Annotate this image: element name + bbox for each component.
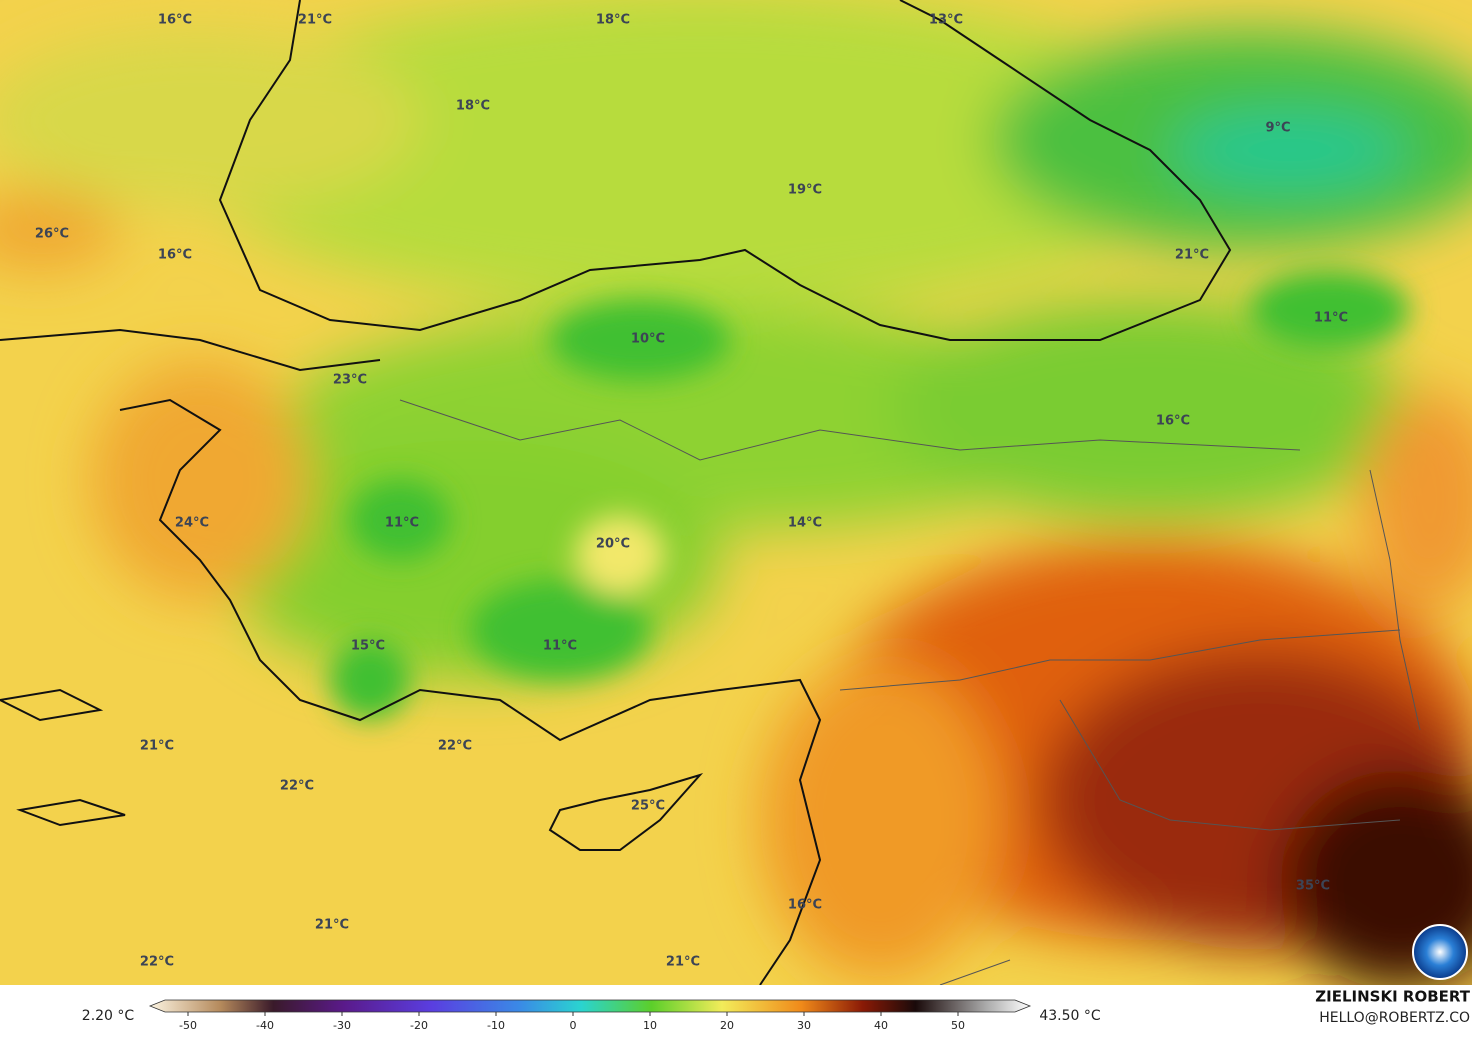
- colorbar-min: 2.20 °C: [82, 1008, 135, 1024]
- temperature-label: 11°C: [385, 516, 419, 531]
- temperature-label: 22°C: [438, 739, 472, 754]
- temperature-label: 21°C: [140, 739, 174, 754]
- colorbar-tick-label: 0: [570, 1019, 577, 1032]
- colorbar-tick-label: -20: [410, 1019, 428, 1032]
- colorbar-tick-label: -50: [179, 1019, 197, 1032]
- temperature-label: 16°C: [158, 13, 192, 28]
- colorbar-tick-label: -30: [333, 1019, 351, 1032]
- temperature-label: 11°C: [543, 639, 577, 654]
- temperature-label: 16°C: [1156, 414, 1190, 429]
- coastlines: [0, 0, 1232, 986]
- colorbar-tick-label: 30: [797, 1019, 811, 1032]
- colorbar-tick-label: 50: [951, 1019, 965, 1032]
- temperature-labels: 16°C 21°C 18°C 13°C 18°C 9°C 19°C 26°C 16°C 21°C 1…: [35, 13, 1348, 970]
- temperature-label: 22°C: [140, 955, 174, 970]
- temperature-label: 18°C: [596, 13, 630, 28]
- temperature-label: 21°C: [315, 918, 349, 933]
- temperature-label: 13°C: [929, 13, 963, 28]
- colorbar-tick-label: -10: [487, 1019, 505, 1032]
- temperature-label: 18°C: [456, 99, 490, 114]
- temperature-label: 16°C: [158, 248, 192, 263]
- temperature-label: 22°C: [280, 779, 314, 794]
- field-detail: [330, 270, 1410, 720]
- noaa-logo: [1412, 924, 1468, 980]
- temperature-label: 23°C: [333, 373, 367, 388]
- colorbar: [148, 999, 1032, 1013]
- temperature-label: 20°C: [596, 537, 630, 552]
- temperature-label: 10°C: [631, 332, 665, 347]
- colorbar-tick-label: 40: [874, 1019, 888, 1032]
- colorbar-tick-label: 10: [643, 1019, 657, 1032]
- temperature-label: 25°C: [631, 799, 665, 814]
- temperature-label: 24°C: [175, 516, 209, 531]
- temperature-label: 21°C: [298, 13, 332, 28]
- temperature-label: 26°C: [35, 227, 69, 242]
- temperature-label: 21°C: [1175, 248, 1209, 263]
- colorbar-tick-label: -40: [256, 1019, 274, 1032]
- borders: [399, 399, 1421, 986]
- author: ZIELINSKI ROBERT: [1315, 988, 1470, 1006]
- temperature-label: 21°C: [666, 955, 700, 970]
- colorbar-max: 43.50 °C: [1039, 1008, 1101, 1024]
- temperature-label: 15°C: [351, 639, 385, 654]
- temperature-label: 14°C: [788, 516, 822, 531]
- map: 16°C 21°C 18°C 13°C 18°C 9°C 19°C 26°C 16°C 21°C 1…: [0, 0, 1472, 990]
- colorbar-tick-label: 20: [720, 1019, 734, 1032]
- temperature-label: 16°C: [788, 898, 822, 913]
- email: HELLO@ROBERTZ.CO: [1319, 1010, 1470, 1026]
- temperature-label: 19°C: [788, 183, 822, 198]
- temperature-label: 9°C: [1265, 121, 1290, 136]
- temperature-label: 35°C: [1296, 879, 1330, 894]
- temperature-label: 11°C: [1314, 311, 1348, 326]
